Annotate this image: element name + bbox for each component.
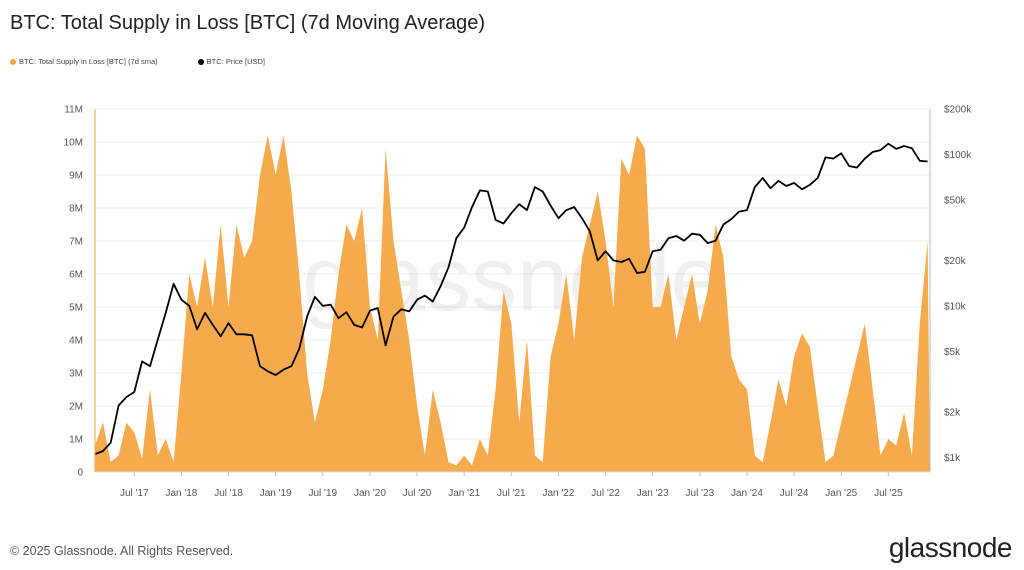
x-tick-label: Jul '25 [874, 488, 903, 499]
x-tick-label: Jul '24 [780, 488, 809, 499]
y-right-tick-label: $5k [944, 347, 961, 358]
x-tick-label: Jan '18 [165, 488, 197, 499]
x-tick-label: Jul '18 [214, 488, 243, 499]
y-left-tick-label: 7M [69, 237, 83, 248]
legend: BTC: Total Supply in Loss [BTC] (7d sma)… [10, 57, 265, 66]
y-right-tick-label: $1k [944, 453, 961, 464]
y-left-tick-label: 1M [69, 435, 83, 446]
y-left-tick-label: 5M [69, 303, 83, 314]
x-tick-label: Jan '20 [354, 488, 386, 499]
y-right-tick-label: $2k [944, 407, 961, 418]
x-tick-label: Jul '23 [686, 488, 715, 499]
y-left-tick-label: 9M [69, 171, 83, 182]
x-tick-label: Jul '19 [309, 488, 338, 499]
price-line [94, 142, 928, 455]
legend-label: BTC: Price [USD] [206, 57, 266, 66]
x-tick-label: Jul '22 [591, 488, 620, 499]
y-left-tick-label: 4M [69, 336, 83, 347]
legend-label: BTC: Total Supply in Loss [BTC] (7d sma) [19, 57, 158, 66]
black-dot-icon [197, 59, 204, 66]
y-left-tick-label: 0 [77, 468, 83, 479]
y-right-tick-label: $50k [944, 196, 967, 207]
y-left-tick-label: 8M [69, 204, 83, 215]
copyright: © 2025 Glassnode. All Rights Reserved. [10, 544, 234, 558]
glassnode-logo: glassnode [888, 532, 1013, 563]
y-left-tick-label: 6M [69, 270, 83, 281]
x-tick-label: Jul '17 [120, 488, 149, 499]
x-tick-label: Jan '22 [542, 488, 574, 499]
x-tick-label: Jan '19 [260, 488, 292, 499]
y-right-tick-label: $20k [944, 256, 967, 267]
chart-title: BTC: Total Supply in Loss [BTC] (7d Movi… [10, 12, 486, 34]
x-tick-label: Jan '24 [731, 488, 763, 499]
x-tick-label: Jan '23 [637, 488, 669, 499]
x-tick-label: Jan '21 [448, 488, 480, 499]
orange-dot-icon [10, 59, 16, 66]
supply-in-loss-area [95, 135, 930, 472]
legend-item-supply-in-loss[interactable]: BTC: Total Supply in Loss [BTC] (7d sma) [10, 57, 158, 66]
x-tick-label: Jul '21 [497, 488, 526, 499]
x-tick-label: Jan '25 [825, 488, 857, 499]
y-left-tick-label: 10M [64, 138, 83, 149]
y-left-tick-label: 2M [69, 402, 83, 413]
x-tick-label: Jul '20 [403, 488, 432, 499]
y-right-tick-label: $100k [944, 150, 972, 161]
y-right-tick-label: $200k [944, 105, 972, 116]
y-left-tick-label: 11M [64, 105, 83, 116]
legend-item-price[interactable]: BTC: Price [USD] [197, 57, 266, 66]
y-right-tick-label: $10k [944, 301, 967, 312]
y-left-tick-label: 3M [69, 369, 83, 380]
